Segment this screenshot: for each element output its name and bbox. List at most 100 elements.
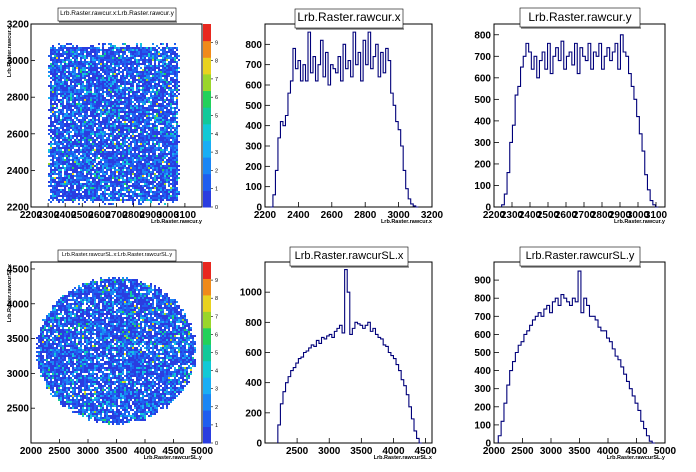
histogram-bin bbox=[595, 320, 598, 443]
x-tick-label: 2300 bbox=[501, 210, 524, 221]
y-tick-label: 0 bbox=[485, 439, 491, 450]
colorbar-label: 2 bbox=[215, 168, 218, 174]
histogram-bin bbox=[378, 337, 381, 443]
histogram-bin bbox=[357, 324, 360, 443]
histogram-bin bbox=[306, 351, 309, 443]
histogram-bin bbox=[360, 325, 363, 443]
histogram-bin bbox=[575, 302, 578, 443]
y-tick-label: 3000 bbox=[7, 369, 30, 380]
colorbar-segment bbox=[203, 278, 211, 296]
histogram-bin bbox=[624, 374, 627, 443]
histogram-bin bbox=[607, 48, 610, 207]
x-tick-label: 2200 bbox=[254, 210, 277, 221]
histogram-bin bbox=[401, 380, 404, 443]
histogram-bin bbox=[283, 126, 286, 207]
histogram-bin bbox=[309, 348, 312, 443]
histogram-bin bbox=[373, 57, 376, 207]
histogram-bin bbox=[366, 65, 369, 207]
histogram-bin bbox=[527, 331, 530, 443]
histogram-bin bbox=[581, 313, 584, 443]
x-axis-label: Lrb.Raster.rawcurSL.y bbox=[144, 455, 203, 461]
title-box bbox=[519, 7, 641, 28]
histogram-bin bbox=[322, 337, 325, 443]
histogram-bin bbox=[368, 322, 371, 443]
y-tick-label: 2600 bbox=[7, 129, 30, 140]
title-box bbox=[519, 246, 641, 267]
colorbar-segment bbox=[203, 262, 211, 279]
x-tick-label: 3500 bbox=[105, 446, 128, 457]
histogram-bin bbox=[555, 298, 558, 443]
y-tick-label: 400 bbox=[245, 378, 262, 389]
x-tick-label: 4000 bbox=[382, 446, 405, 457]
colorbar-segment bbox=[203, 173, 211, 191]
y-axis-label: Lrb.Raster.rawcur.x bbox=[7, 25, 13, 77]
histogram-bin bbox=[356, 65, 359, 207]
histogram-bin bbox=[373, 328, 376, 443]
x-tick-label: 2500 bbox=[537, 210, 560, 221]
x-axis-label: Lrb.Raster.rawcurSL.x bbox=[374, 455, 433, 461]
histogram-bin bbox=[570, 305, 573, 443]
colorbar-segment bbox=[203, 410, 211, 428]
histogram-bin bbox=[627, 381, 630, 443]
histogram-bin bbox=[615, 356, 618, 443]
x-axis-label: Lrb.Raster.rawcurSL.y bbox=[607, 455, 666, 461]
histogram-bin bbox=[569, 52, 572, 207]
histogram-bin bbox=[298, 61, 301, 207]
x-tick-label: 3000 bbox=[318, 446, 341, 457]
histogram-bin bbox=[311, 345, 314, 443]
x-tick-label: 3000 bbox=[77, 446, 100, 457]
histogram-bin bbox=[341, 81, 344, 207]
y-tick-label: 700 bbox=[474, 312, 491, 323]
y-tick-label: 400 bbox=[474, 116, 491, 127]
histogram-bin bbox=[331, 65, 334, 207]
title-box bbox=[294, 8, 404, 29]
y-tick-label: 2200 bbox=[7, 203, 30, 214]
chart-title: Lrb.Raster.rawcur.y bbox=[528, 10, 631, 24]
y-tick-label: 400 bbox=[474, 366, 491, 377]
x-tick-label: 3000 bbox=[157, 210, 180, 221]
y-tick-label: 0 bbox=[256, 439, 262, 450]
colorbar-segment bbox=[203, 90, 211, 108]
chart-title: Lrb.Raster.rawcur.x:Lrb.Raster.rawcur.y bbox=[60, 10, 175, 17]
y-tick-label: 800 bbox=[245, 318, 262, 329]
histogram-bin bbox=[346, 69, 349, 207]
histogram-bins bbox=[278, 270, 419, 443]
plot-frame bbox=[264, 261, 433, 444]
histogram-bin bbox=[626, 56, 629, 207]
y-tick-label: 0 bbox=[256, 203, 262, 214]
x-tick-label: 4500 bbox=[162, 446, 185, 457]
histogram-bin bbox=[303, 65, 306, 207]
histogram-bin bbox=[332, 337, 335, 443]
histogram-bin bbox=[542, 52, 545, 207]
histogram-bin bbox=[529, 52, 532, 207]
x-tick-label: 3000 bbox=[540, 446, 563, 457]
y-tick-label: 300 bbox=[245, 142, 262, 153]
y-tick-label: 100 bbox=[474, 181, 491, 192]
histogram-bin bbox=[584, 298, 587, 443]
histogram-bin bbox=[340, 325, 343, 443]
histogram-bin bbox=[550, 74, 553, 207]
y-tick-label: 3500 bbox=[7, 334, 30, 345]
histogram-bin bbox=[553, 56, 556, 207]
colorbar-segment bbox=[203, 73, 211, 92]
histogram-bin bbox=[593, 52, 596, 207]
x-tick-label: 2800 bbox=[122, 210, 145, 221]
histogram-bin bbox=[623, 52, 626, 207]
histogram-bin bbox=[350, 334, 353, 443]
histogram-bin bbox=[556, 48, 559, 207]
histogram-bin bbox=[378, 77, 381, 207]
histogram-bin bbox=[552, 302, 555, 443]
x-tick-label: 2200 bbox=[20, 210, 43, 221]
y-tick-label: 200 bbox=[474, 402, 491, 413]
histogram-line bbox=[497, 270, 656, 444]
chart-title: Lrb.Raster.rawcurSL.x bbox=[295, 250, 404, 262]
y-tick-label: 2500 bbox=[7, 404, 30, 415]
histogram-bin bbox=[521, 342, 524, 443]
x-tick-label: 2700 bbox=[105, 210, 128, 221]
histogram-bin bbox=[316, 340, 319, 443]
x-tick-label: 3200 bbox=[421, 210, 444, 221]
histogram-bin bbox=[337, 328, 340, 443]
histogram-bin bbox=[537, 78, 540, 207]
histogram-bin bbox=[541, 316, 544, 443]
heatmap-cells bbox=[36, 277, 196, 425]
